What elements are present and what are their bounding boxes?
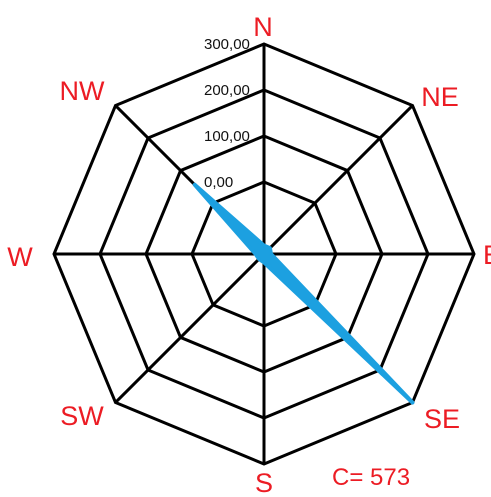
direction-label-se: SE: [424, 404, 460, 434]
total-count-annotation: C= 573: [332, 464, 410, 491]
direction-label-sw: SW: [60, 401, 104, 431]
tick-label-2: 200,00: [204, 82, 250, 99]
tick-label-1: 100,00: [204, 128, 250, 145]
series-polygon: [192, 182, 415, 405]
direction-label-s: S: [255, 468, 273, 497]
data-point-S: [262, 260, 266, 264]
data-point-W: [254, 252, 258, 256]
data-point-E: [269, 252, 273, 256]
data-point-NW: [193, 183, 197, 187]
data-series: [192, 182, 415, 405]
direction-label-w: W: [7, 242, 33, 272]
tick-label-3: 300,00: [204, 36, 250, 53]
direction-labels: N NE E SE S SW W NW: [7, 12, 491, 497]
tick-label-0: 0,00: [204, 174, 233, 191]
ring-tick-labels: 0,00 100,00 200,00 300,00: [204, 36, 250, 191]
direction-label-n: N: [253, 12, 273, 42]
direction-label-nw: NW: [60, 76, 105, 106]
data-point-SW: [257, 257, 261, 261]
direction-label-e: E: [483, 240, 491, 270]
data-point-N: [262, 244, 266, 248]
data-point-NE: [268, 246, 272, 250]
data-point-SE: [410, 400, 414, 404]
direction-label-ne: NE: [421, 82, 459, 112]
